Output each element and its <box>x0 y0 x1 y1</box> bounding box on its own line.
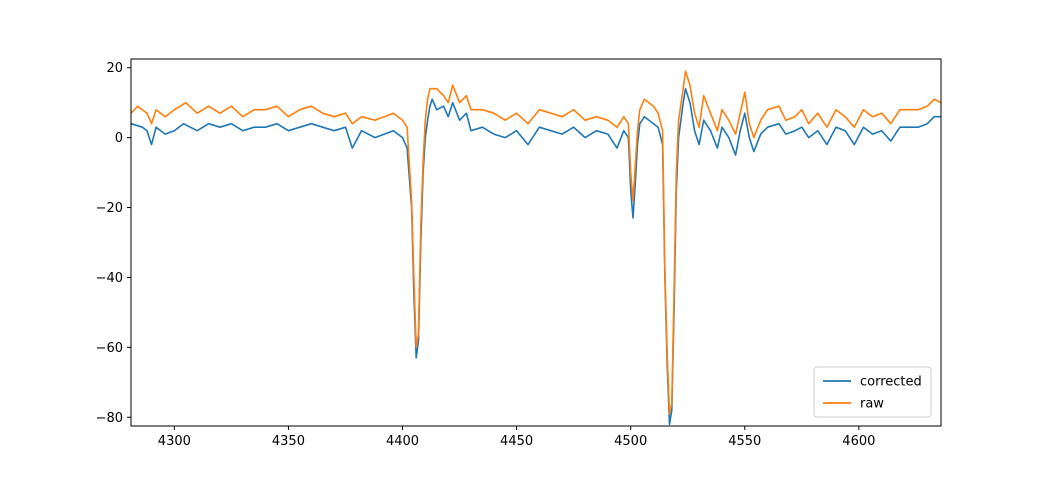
y-tick-label: 20 <box>106 61 123 76</box>
series-line-raw <box>130 70 942 415</box>
y-axis: −80 −60 −40 −20 0 20 <box>96 61 131 426</box>
x-tick-label: 4600 <box>842 434 875 449</box>
x-axis: 4300 4350 4400 4450 4500 4550 4600 <box>158 426 875 449</box>
y-tick-label: −40 <box>96 271 123 286</box>
legend-box <box>813 366 932 418</box>
plot-frame <box>130 58 942 427</box>
x-tick-label: 4400 <box>386 434 419 449</box>
series-layer <box>130 70 942 426</box>
x-tick-label: 4450 <box>500 434 533 449</box>
series-line-corrected <box>130 87 941 426</box>
x-tick-label: 4550 <box>728 434 761 449</box>
legend-label-corrected: corrected <box>860 375 922 390</box>
y-tick-label: −60 <box>96 341 123 356</box>
y-tick-label: −20 <box>96 201 123 216</box>
y-tick-label: 0 <box>115 131 123 146</box>
x-tick-label: 4300 <box>158 434 191 449</box>
y-tick-label: −80 <box>96 411 123 426</box>
legend: corrected raw <box>813 366 932 418</box>
x-tick-label: 4350 <box>272 434 305 449</box>
x-tick-label: 4500 <box>614 434 647 449</box>
legend-label-raw: raw <box>860 397 884 412</box>
